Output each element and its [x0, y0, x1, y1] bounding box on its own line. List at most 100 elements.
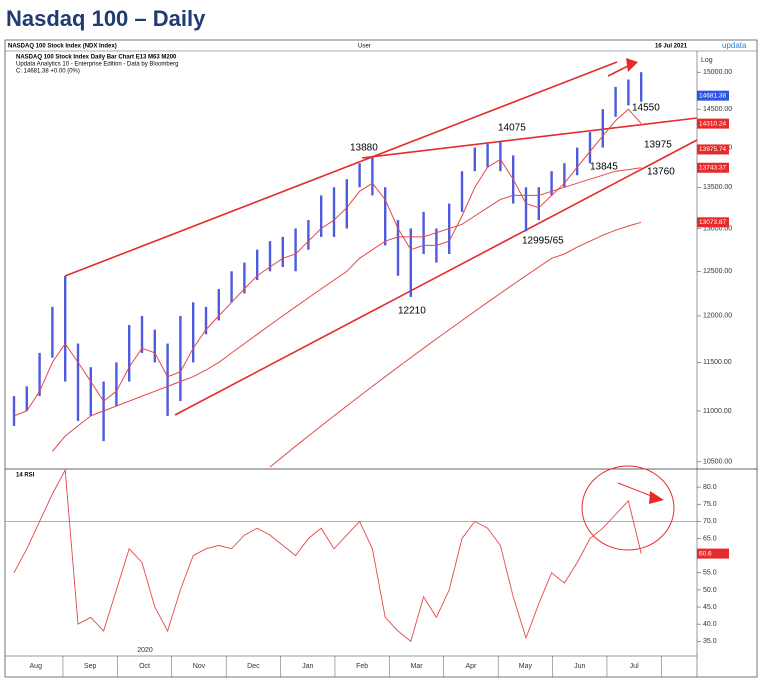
close: C: 14681.38 +0.00 (0%)	[16, 69, 80, 75]
resistance-line	[361, 117, 698, 159]
y-tick-label: 40.0	[703, 621, 717, 628]
y-tick-label: 45.0	[703, 604, 717, 611]
y-tick-label: 35.0	[703, 638, 717, 645]
value-tag	[697, 144, 729, 155]
y-tick-label: 11500.00	[703, 359, 732, 366]
moving-average	[52, 167, 642, 452]
price-bar	[25, 386, 28, 411]
price-bar	[486, 143, 489, 168]
value-tag	[697, 90, 729, 101]
value-tag-label: 60.6	[699, 550, 712, 557]
instrument: NASDAQ 100 Stock Index (NDX Index)	[8, 44, 117, 50]
annotation: 12210	[398, 306, 426, 317]
price-bar	[64, 276, 67, 382]
price-bar	[409, 228, 412, 297]
price-bar	[128, 325, 131, 382]
moving-average	[269, 221, 642, 468]
rsi-arrow-head	[649, 491, 664, 504]
value-tag-label: 13975.74	[699, 146, 726, 153]
annotation: 12995/65	[522, 236, 564, 247]
price-bar	[217, 288, 220, 321]
price-bar	[396, 220, 400, 276]
frame	[4, 39, 758, 678]
value-tag	[697, 548, 729, 559]
value-tag	[697, 118, 729, 129]
rsi-title: 14 RSI	[16, 473, 35, 479]
price-bar	[371, 156, 374, 196]
arrow-head	[626, 58, 638, 72]
value-tag	[697, 162, 729, 173]
y-tick-label: 80.0	[703, 484, 717, 491]
moving-average	[13, 108, 642, 417]
annotation: 13845	[590, 162, 618, 173]
price-bar	[166, 343, 169, 416]
price-bar	[307, 220, 310, 250]
rsi-arrow-shaft	[617, 482, 655, 498]
price-bar	[153, 329, 156, 363]
price-bar	[281, 236, 284, 267]
x-tick-label: Oct	[139, 663, 150, 670]
annotation: 14550	[632, 103, 660, 114]
value-tag	[697, 217, 729, 228]
value-tag-label: 13073.87	[699, 219, 726, 226]
value-tag-label: 14310.24	[699, 120, 726, 127]
annotation: 13760	[647, 167, 675, 178]
x-tick-label: Jun	[574, 663, 585, 670]
price-bar	[499, 141, 502, 172]
price-bar	[345, 179, 348, 229]
lower-channel	[174, 139, 698, 416]
x-tick-label: Jan	[302, 663, 313, 670]
price-bar	[588, 132, 592, 164]
annotations: 13880 14075 14550 13975 13845 13760 1221…	[12, 72, 675, 643]
price-bar	[332, 187, 336, 237]
price-bar	[230, 271, 233, 303]
x-tick-label: Dec	[247, 663, 260, 670]
y-tick-label: 13000.00	[703, 225, 732, 232]
trend-lines	[64, 61, 698, 551]
y-tick-label: 70.0	[703, 518, 717, 525]
price-bar	[473, 147, 476, 172]
rsi-line	[13, 468, 642, 643]
scale-label: Log	[701, 57, 713, 64]
price-bar	[268, 241, 272, 272]
y-tick-label: 75.0	[703, 501, 717, 508]
x-tick-label: Jul	[630, 663, 639, 670]
x-tick-label: Sep	[84, 663, 97, 670]
y-tick-label: 10500.00	[703, 459, 732, 466]
y-tick-label: 12000.00	[703, 313, 732, 320]
value-tag-label: 14681.38	[699, 92, 726, 99]
price-bar	[563, 163, 566, 188]
y-tick-label: 13500.00	[703, 184, 732, 191]
x-tick-label: Nov	[193, 663, 206, 670]
y-tick-label: 12500.00	[703, 268, 732, 275]
price-bar	[294, 228, 297, 272]
price-bar	[76, 343, 80, 421]
upper-channel	[64, 61, 618, 277]
annotation: 13880	[350, 143, 378, 154]
price-bar	[12, 396, 16, 426]
brand: updata	[722, 41, 747, 50]
subtitle: NASDAQ 100 Stock Index Daily Bar Chart E…	[16, 55, 177, 61]
x-tick-label: May	[519, 663, 533, 670]
annotation: 13975	[644, 140, 672, 151]
price-bar	[627, 79, 630, 106]
price-bar	[614, 86, 617, 117]
price-bar	[524, 187, 528, 232]
year-label: 2020	[137, 647, 153, 654]
price-bar	[358, 163, 361, 188]
price-bar	[640, 72, 643, 102]
annotation: 14075	[498, 123, 526, 134]
y-tick-label: 55.0	[703, 570, 717, 577]
x-tick-label: Mar	[411, 663, 424, 670]
price-bar	[243, 262, 246, 294]
source: Updata Analytics 10 - Enterprise Edition…	[16, 62, 178, 68]
price-bar	[460, 171, 464, 212]
value-tag-label: 13743.37	[699, 164, 726, 171]
y-tick-label: 14500.00	[703, 106, 732, 113]
price-bar	[384, 187, 387, 246]
y-tick-label: 11000.00	[703, 408, 732, 415]
price-bar	[256, 249, 259, 281]
date: 16 Jul 2021	[655, 44, 688, 50]
y-tick-label: 50.0	[703, 587, 717, 594]
